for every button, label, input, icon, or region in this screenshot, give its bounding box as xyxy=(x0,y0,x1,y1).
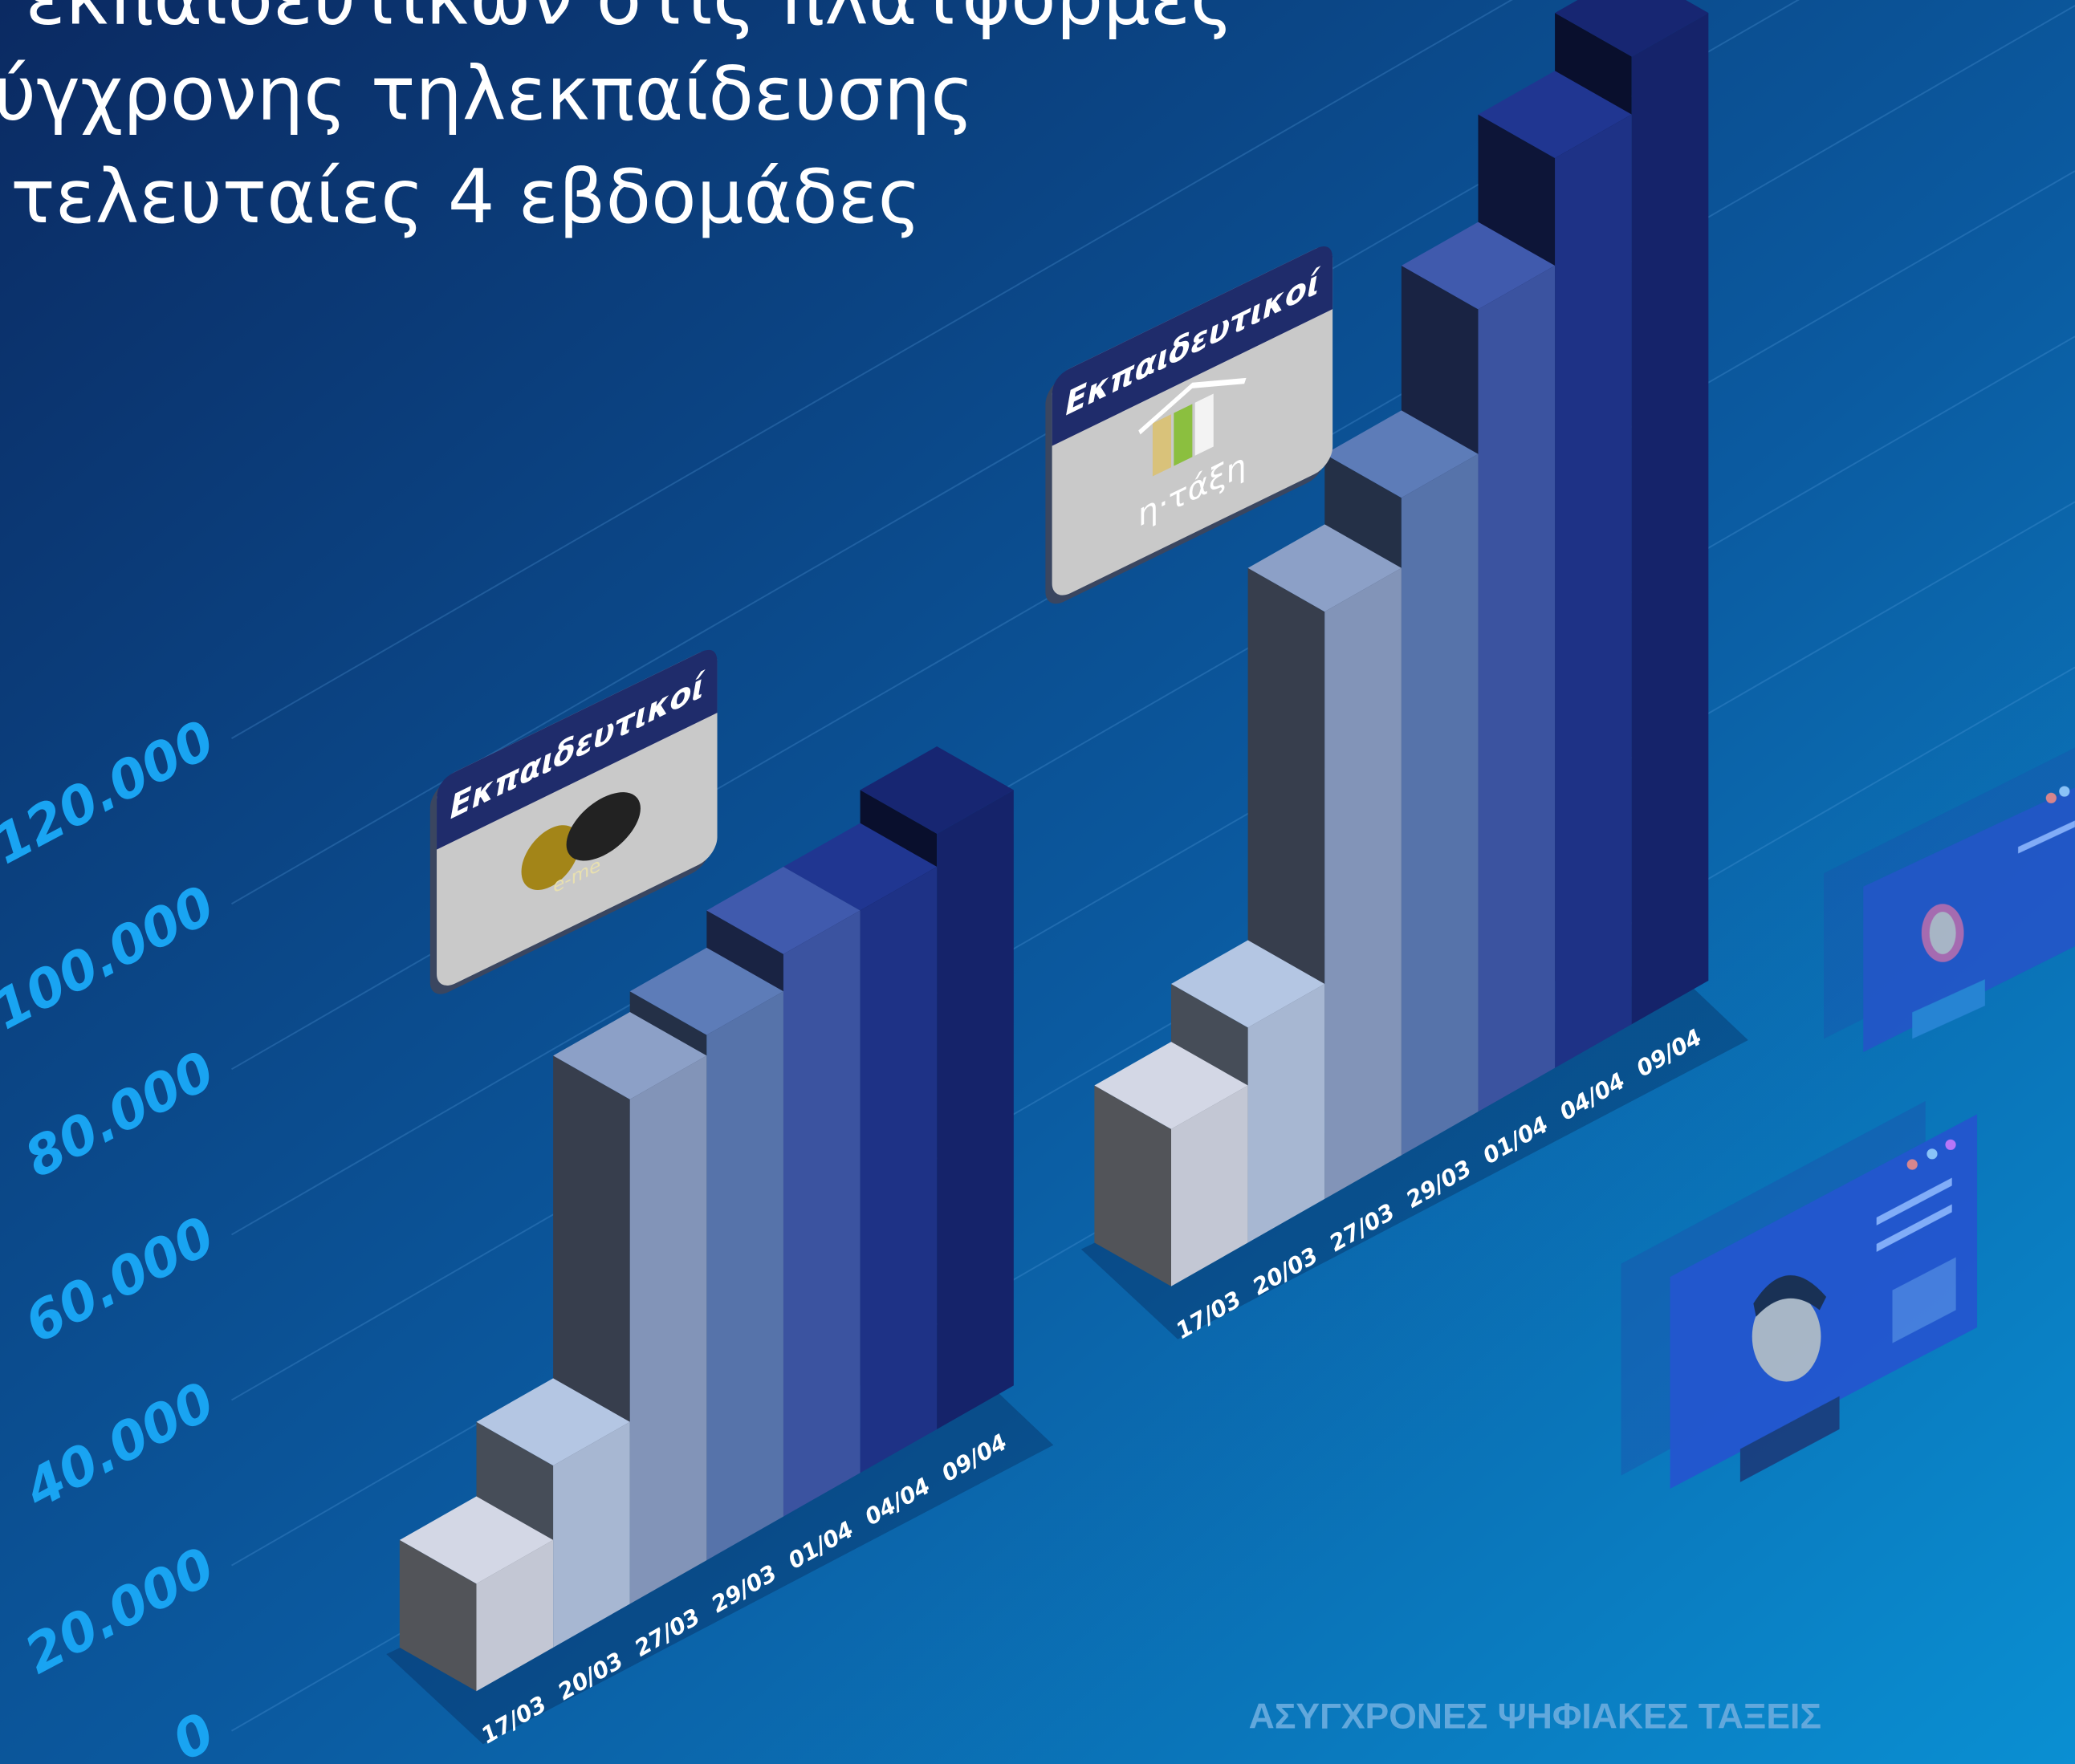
bar-face xyxy=(476,1378,630,1466)
bar-face xyxy=(1171,940,1325,1028)
bar-face xyxy=(1478,266,1556,1112)
bar-face xyxy=(937,790,1014,1429)
logo-icon xyxy=(1152,414,1172,477)
bar xyxy=(1094,1042,1248,1286)
footer: ΑΣΥΓΧΡΟΝΕΣ ΨΗΦΙΑΚΕΣ ΤΑΞΕΙΣ xyxy=(1249,1697,1822,1736)
bar-face xyxy=(1555,0,1709,57)
bar-face xyxy=(1401,453,1479,1156)
bar-face xyxy=(1094,1042,1248,1129)
logo-icon xyxy=(1194,393,1214,456)
title-line: ν εκπαιδευτικών στις πλατφόρμες xyxy=(0,0,1234,42)
bar-face xyxy=(399,1496,554,1584)
grid-line xyxy=(231,0,1513,739)
plot: 17/0320/0327/0329/0301/0404/0409/0417/03… xyxy=(386,0,1748,1749)
title-line: τελευταίες 4 εβδομάδες xyxy=(10,153,922,240)
logo-icon xyxy=(1138,377,1247,435)
bar-face xyxy=(1324,567,1402,1199)
bar-face xyxy=(1094,1085,1172,1286)
bar-face xyxy=(860,867,938,1473)
bar-face xyxy=(1631,13,1709,1025)
bar-face xyxy=(1171,1085,1248,1286)
bar-face xyxy=(629,1055,707,1604)
bar-face xyxy=(476,1539,554,1692)
bar-face xyxy=(706,991,783,1561)
card-header xyxy=(1052,246,1333,446)
bar-face xyxy=(1247,524,1402,612)
floor-shadow xyxy=(1080,967,1748,1339)
bar-face xyxy=(553,1012,707,1099)
logo-icon xyxy=(521,825,580,890)
bar-face xyxy=(399,1539,477,1692)
bar-face xyxy=(1247,983,1325,1243)
bar-face xyxy=(860,746,1014,834)
screen-decoration xyxy=(1621,747,2075,1490)
logo-icon xyxy=(566,792,641,861)
bar-face xyxy=(783,910,861,1517)
logo-icon xyxy=(1174,404,1193,466)
grid-line xyxy=(231,170,2075,1236)
card-header xyxy=(437,650,718,850)
grid-line xyxy=(231,335,2075,1401)
bar-face xyxy=(553,1421,630,1648)
title-line: ύγχρονης τηλεκπαίδευσης xyxy=(0,50,974,136)
bar xyxy=(399,1496,554,1692)
floor-shadow xyxy=(386,1372,1054,1745)
bar xyxy=(1247,524,1402,1199)
bar-face xyxy=(1555,114,1632,1068)
